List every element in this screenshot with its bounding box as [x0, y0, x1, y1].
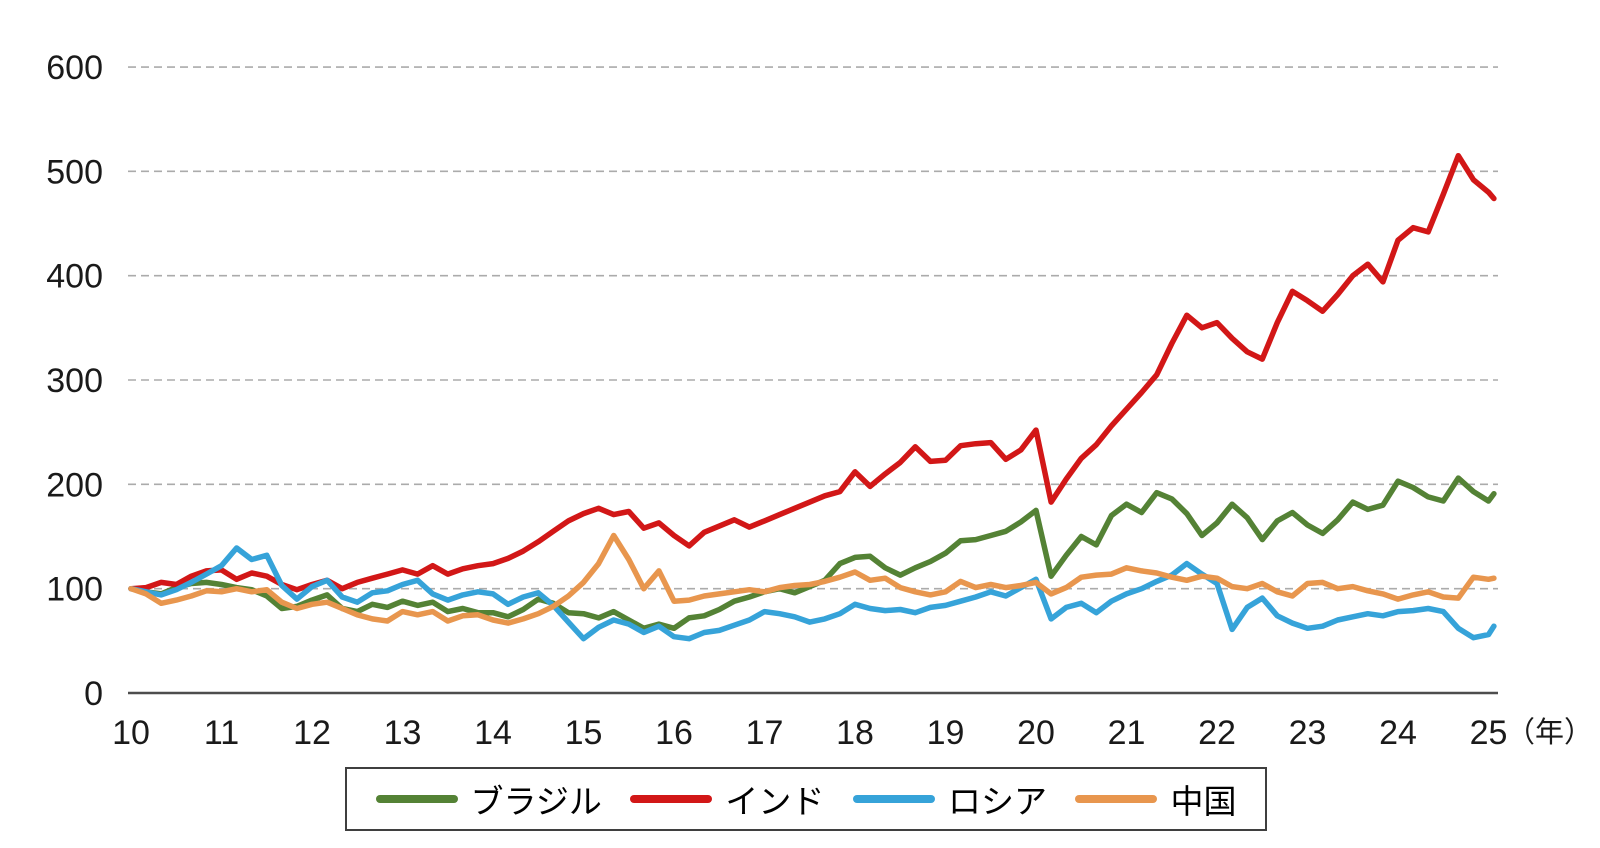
x-axis-tick-label-13: 13	[384, 714, 422, 752]
x-axis-tick-label-16: 16	[655, 714, 693, 752]
x-axis-tick-label-20: 20	[1017, 714, 1055, 752]
legend-label-brazil: ブラジル	[470, 783, 602, 820]
x-axis-unit-label: （年）	[1506, 716, 1593, 749]
legend-swatch-india	[630, 795, 713, 803]
y-axis-tick-label-300: 300	[46, 362, 103, 400]
x-axis-tick-label-15: 15	[565, 714, 603, 752]
x-axis-tick-label-19: 19	[927, 714, 965, 752]
x-axis-tick-label-21: 21	[1108, 714, 1146, 752]
x-axis-tick-label-11: 11	[204, 714, 239, 752]
y-axis-tick-label-0: 0	[84, 675, 103, 713]
y-axis-tick-label-600: 600	[46, 49, 103, 87]
x-axis-tick-label-24: 24	[1379, 714, 1417, 752]
x-axis-tick-label-14: 14	[474, 714, 512, 752]
y-axis-tick-label-200: 200	[46, 466, 103, 504]
x-axis-tick-label-18: 18	[836, 714, 874, 752]
series-line-india	[128, 152, 1497, 593]
series-line-russia	[128, 545, 1497, 642]
legend-label-india: インド	[725, 783, 825, 820]
x-axis-tick-label-17: 17	[746, 714, 784, 752]
x-axis-tick-label-12: 12	[293, 714, 331, 752]
legend-swatch-brazil	[375, 795, 458, 803]
legend-swatch-china	[1075, 795, 1158, 803]
y-axis-tick-label-500: 500	[46, 153, 103, 191]
legend-item-brazil: ブラジル	[375, 775, 602, 823]
series-line-china	[128, 532, 1497, 626]
legend-item-china: 中国	[1075, 775, 1236, 823]
y-axis-tick-label-400: 400	[46, 258, 103, 296]
legend-label-china: 中国	[1170, 783, 1237, 820]
legend-swatch-russia	[852, 795, 935, 803]
chart-legend: ブラジル インド ロシア 中国	[345, 767, 1267, 831]
legend-item-india: インド	[630, 775, 824, 823]
x-axis-tick-label-10: 10	[112, 714, 150, 752]
x-axis-tick-label-22: 22	[1198, 714, 1236, 752]
x-axis-tick-label-23: 23	[1289, 714, 1327, 752]
legend-label-russia: ロシア	[947, 783, 1047, 820]
y-axis-tick-label-100: 100	[46, 571, 103, 609]
legend-item-russia: ロシア	[852, 775, 1047, 823]
x-axis-tick-label-25: 25	[1470, 714, 1508, 752]
